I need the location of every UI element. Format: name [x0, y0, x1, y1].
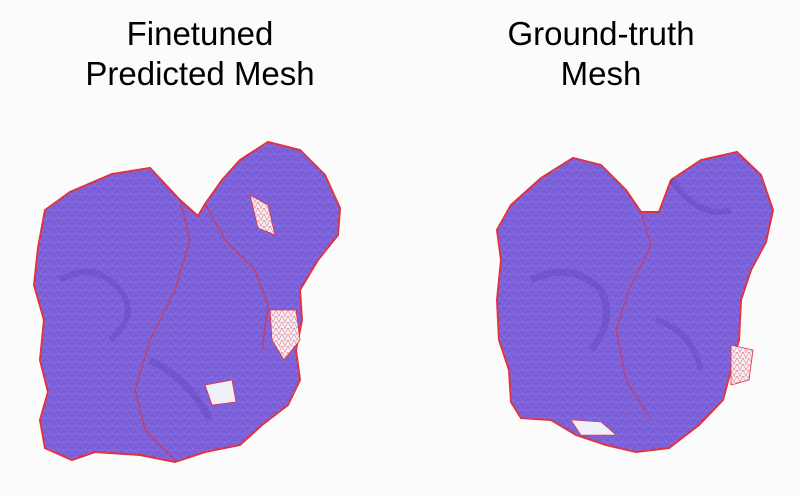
- ground-truth-mesh-render: [495, 150, 775, 454]
- predicted-mesh-title: Finetuned Predicted Mesh: [85, 15, 315, 92]
- ground-truth-mesh-title: Ground-truth Mesh: [507, 15, 695, 92]
- predicted-mesh-render: [32, 140, 342, 464]
- ground-truth-mesh-panel: Ground-truth Mesh: [401, 0, 801, 496]
- predicted-mesh-panel: Finetuned Predicted Mesh: [0, 0, 400, 496]
